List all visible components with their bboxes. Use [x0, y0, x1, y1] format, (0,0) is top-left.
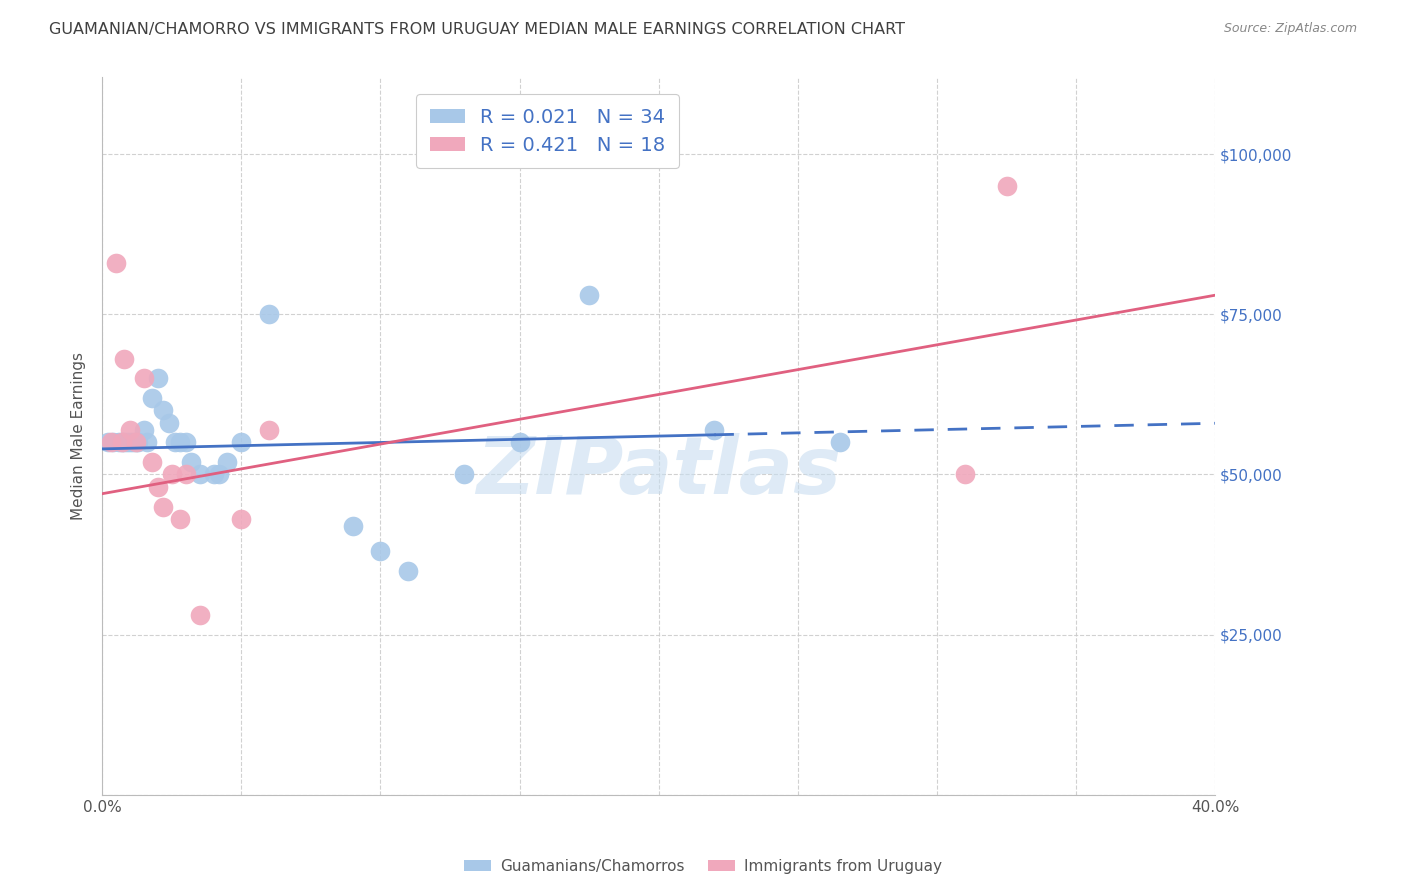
Point: [118, 435, 141, 450]
Point: [114, 435, 136, 450]
Text: GUAMANIAN/CHAMORRO VS IMMIGRANTS FROM URUGUAY MEDIAN MALE EARNINGS CORRELATION C: GUAMANIAN/CHAMORRO VS IMMIGRANTS FROM UR…: [49, 22, 905, 37]
Point: [188, 467, 211, 482]
Point: [141, 391, 163, 405]
Point: [160, 467, 183, 482]
Point: [146, 371, 169, 385]
Point: [995, 179, 1018, 194]
Point: [180, 455, 202, 469]
Point: [121, 435, 143, 450]
Point: [202, 467, 225, 482]
Point: [174, 435, 197, 450]
Point: [163, 435, 186, 450]
Point: [97, 435, 120, 450]
Point: [157, 417, 180, 431]
Text: ZIPatlas: ZIPatlas: [477, 433, 841, 511]
Point: [146, 480, 169, 494]
Point: [117, 435, 139, 450]
Point: [141, 455, 163, 469]
Point: [118, 423, 141, 437]
Point: [152, 500, 174, 514]
Point: [169, 435, 191, 450]
Point: [217, 455, 239, 469]
Point: [169, 512, 191, 526]
Point: [342, 518, 364, 533]
Point: [127, 435, 149, 450]
Point: [114, 352, 136, 367]
Point: [231, 512, 253, 526]
Point: [578, 288, 600, 302]
Point: [828, 435, 851, 450]
Point: [108, 435, 131, 450]
Point: [174, 467, 197, 482]
Point: [509, 435, 531, 450]
Legend: Guamanians/Chamorros, Immigrants from Uruguay: Guamanians/Chamorros, Immigrants from Ur…: [457, 853, 949, 880]
Legend: R = 0.021   N = 34, R = 0.421   N = 18: R = 0.021 N = 34, R = 0.421 N = 18: [416, 95, 679, 169]
Point: [124, 435, 146, 450]
Point: [100, 435, 122, 450]
Point: [257, 423, 280, 437]
Point: [132, 371, 155, 385]
Y-axis label: Median Male Earnings: Median Male Earnings: [72, 352, 86, 520]
Point: [132, 423, 155, 437]
Point: [135, 435, 157, 450]
Point: [953, 467, 976, 482]
Point: [208, 467, 231, 482]
Point: [111, 435, 134, 450]
Text: Source: ZipAtlas.com: Source: ZipAtlas.com: [1223, 22, 1357, 36]
Point: [231, 435, 253, 450]
Point: [152, 403, 174, 417]
Point: [188, 608, 211, 623]
Point: [370, 544, 392, 558]
Point: [396, 564, 419, 578]
Point: [103, 435, 125, 450]
Point: [703, 423, 725, 437]
Point: [111, 435, 134, 450]
Point: [257, 307, 280, 321]
Point: [124, 435, 146, 450]
Point: [105, 256, 128, 270]
Point: [453, 467, 475, 482]
